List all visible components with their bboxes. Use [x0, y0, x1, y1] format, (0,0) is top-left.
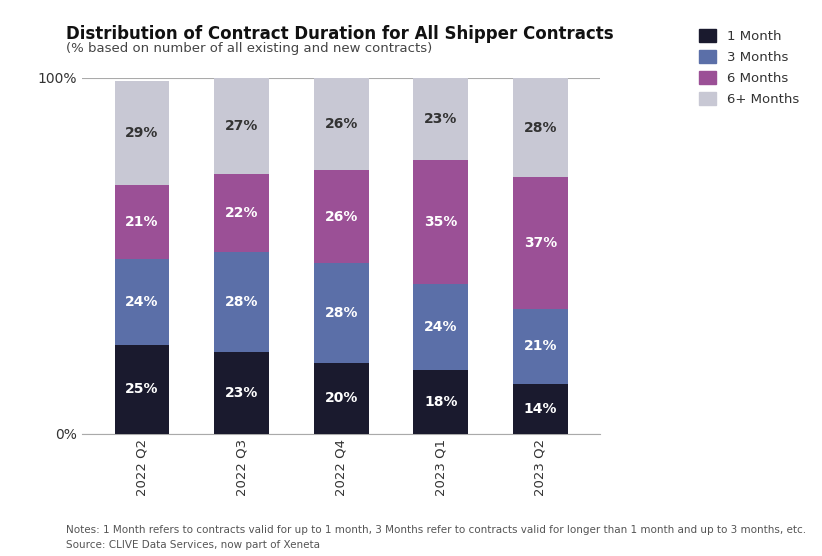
Bar — [513, 309, 568, 384]
Text: 14%: 14% — [524, 402, 557, 416]
Bar — [413, 284, 468, 370]
Text: Notes: 1 Month refers to contracts valid for up to 1 month, 3 Months refer to co: Notes: 1 Month refers to contracts valid… — [66, 525, 806, 535]
Text: 18%: 18% — [424, 395, 458, 409]
Text: 37%: 37% — [524, 236, 557, 250]
Bar — [513, 177, 568, 309]
Text: 28%: 28% — [224, 295, 258, 309]
Text: 26%: 26% — [325, 117, 358, 131]
Text: 24%: 24% — [125, 295, 159, 309]
Bar — [215, 352, 269, 434]
Text: 29%: 29% — [125, 126, 159, 140]
Text: 20%: 20% — [325, 391, 358, 405]
Text: 23%: 23% — [225, 386, 258, 400]
Text: 28%: 28% — [325, 306, 358, 320]
Bar — [215, 252, 269, 352]
Text: 22%: 22% — [224, 206, 258, 220]
Bar — [413, 78, 468, 160]
Legend: 1 Month, 3 Months, 6 Months, 6+ Months: 1 Month, 3 Months, 6 Months, 6+ Months — [699, 29, 799, 106]
Text: 26%: 26% — [325, 210, 358, 224]
Bar — [215, 174, 269, 252]
Text: 28%: 28% — [524, 121, 557, 135]
Bar — [114, 81, 169, 185]
Bar — [114, 259, 169, 345]
Text: 24%: 24% — [424, 320, 458, 334]
Bar — [513, 384, 568, 434]
Bar — [215, 78, 269, 174]
Bar — [413, 160, 468, 284]
Bar — [314, 263, 368, 363]
Text: (% based on number of all existing and new contracts): (% based on number of all existing and n… — [66, 42, 432, 54]
Bar — [314, 363, 368, 434]
Bar — [413, 370, 468, 434]
Text: 25%: 25% — [125, 382, 159, 396]
Text: 23%: 23% — [424, 112, 457, 126]
Text: 21%: 21% — [125, 215, 159, 229]
Bar — [114, 345, 169, 434]
Bar — [114, 185, 169, 259]
Text: Source: CLIVE Data Services, now part of Xeneta: Source: CLIVE Data Services, now part of… — [66, 540, 320, 550]
Bar — [513, 78, 568, 177]
Text: 35%: 35% — [424, 215, 457, 229]
Text: Distribution of Contract Duration for All Shipper Contracts: Distribution of Contract Duration for Al… — [66, 25, 613, 43]
Bar — [314, 170, 368, 263]
Bar — [314, 78, 368, 170]
Text: 21%: 21% — [524, 340, 557, 354]
Text: 27%: 27% — [225, 119, 258, 133]
